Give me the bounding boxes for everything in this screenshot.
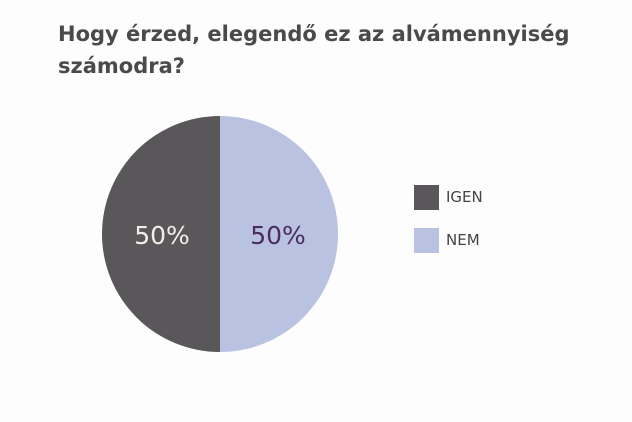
slice-label-nem: 50% xyxy=(250,221,306,250)
legend-label-nem: NEM xyxy=(446,231,480,249)
legend-item-nem: NEM xyxy=(414,226,483,254)
legend-swatch-nem xyxy=(414,227,439,253)
pie-slice-igen xyxy=(102,116,220,352)
slice-label-igen: 50% xyxy=(134,221,190,250)
legend: IGEN NEM xyxy=(414,183,483,269)
pie-slice-nem xyxy=(220,116,338,352)
legend-swatch-igen xyxy=(414,184,439,210)
legend-label-igen: IGEN xyxy=(446,188,483,206)
chart-title: Hogy érzed, elegendő ez az alvámennyiség… xyxy=(58,22,570,78)
legend-item-igen: IGEN xyxy=(414,183,483,211)
